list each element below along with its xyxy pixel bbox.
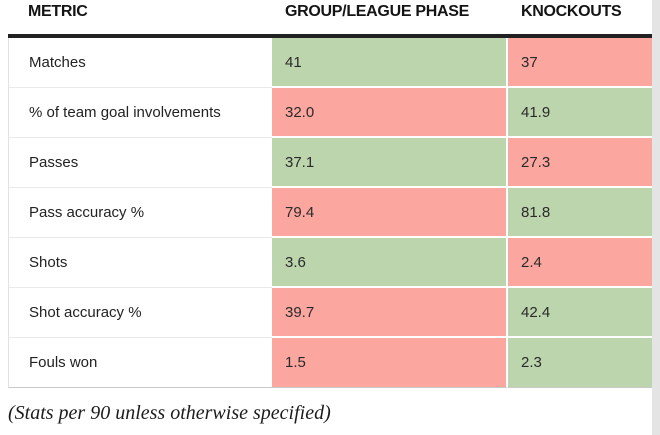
- knockouts-value: 37: [508, 38, 652, 88]
- table-row: Pass accuracy % 79.4 81.8: [8, 188, 652, 238]
- metric-label: Passes: [8, 138, 272, 188]
- knockouts-value: 81.8: [508, 188, 652, 238]
- table-row: Shots 3.6 2.4: [8, 238, 652, 288]
- group-league-phase-value: 41: [272, 38, 508, 88]
- table-row: Matches 41 37: [8, 38, 652, 88]
- column-header-metric: METRIC: [8, 0, 272, 38]
- knockouts-value: 2.3: [508, 338, 652, 388]
- group-league-phase-value: 32.0: [272, 88, 508, 138]
- table-row: % of team goal involvements 32.0 41.9: [8, 88, 652, 138]
- metric-label: % of team goal involvements: [8, 88, 272, 138]
- knockouts-value: 2.4: [508, 238, 652, 288]
- metric-label: Fouls won: [8, 338, 272, 388]
- footnote: (Stats per 90 unless otherwise specified…: [8, 402, 331, 424]
- group-league-phase-value: 3.6: [272, 238, 508, 288]
- metric-label: Shots: [8, 238, 272, 288]
- header-row: METRIC GROUP/LEAGUE PHASE KNOCKOUTS: [8, 0, 652, 38]
- metric-label: Matches: [8, 38, 272, 88]
- stats-table-container: METRIC GROUP/LEAGUE PHASE KNOCKOUTS Matc…: [8, 0, 652, 388]
- stats-table: METRIC GROUP/LEAGUE PHASE KNOCKOUTS Matc…: [8, 0, 652, 388]
- table-row: Fouls won 1.5 2.3: [8, 338, 652, 388]
- table-row: Passes 37.1 27.3: [8, 138, 652, 188]
- column-header-knockouts: KNOCKOUTS: [508, 0, 652, 38]
- page-right-gutter: [652, 0, 660, 435]
- table-row: Shot accuracy % 39.7 42.4: [8, 288, 652, 338]
- knockouts-value: 41.9: [508, 88, 652, 138]
- group-league-phase-value: 39.7: [272, 288, 508, 338]
- column-header-group-league-phase: GROUP/LEAGUE PHASE: [272, 0, 508, 38]
- metric-label: Pass accuracy %: [8, 188, 272, 238]
- knockouts-value: 27.3: [508, 138, 652, 188]
- metric-label: Shot accuracy %: [8, 288, 272, 338]
- group-league-phase-value: 79.4: [272, 188, 508, 238]
- group-league-phase-value: 1.5: [272, 338, 508, 388]
- group-league-phase-value: 37.1: [272, 138, 508, 188]
- table-header: METRIC GROUP/LEAGUE PHASE KNOCKOUTS: [8, 0, 652, 38]
- knockouts-value: 42.4: [508, 288, 652, 338]
- table-body: Matches 41 37% of team goal involvements 32…: [8, 38, 652, 388]
